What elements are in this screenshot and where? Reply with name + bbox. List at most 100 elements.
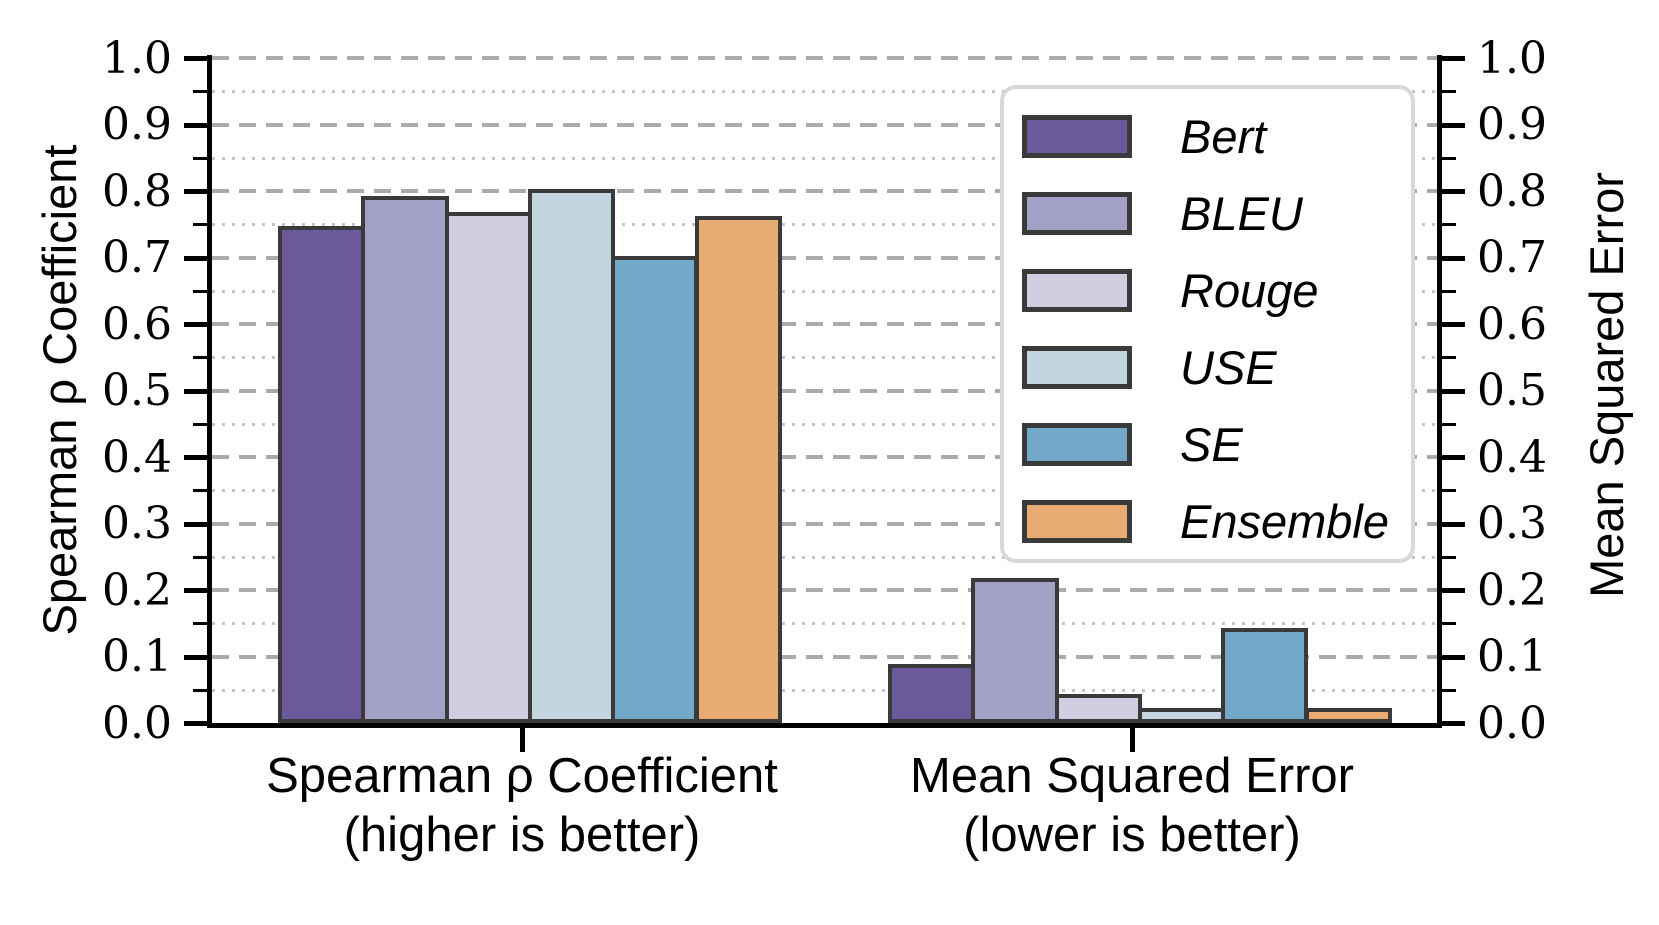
minor-gridline bbox=[212, 489, 1437, 493]
left-axis-tick-label: 0.5 bbox=[102, 365, 172, 416]
bottom-axis-spine bbox=[207, 723, 1442, 728]
legend-label: Ensemble bbox=[1180, 495, 1389, 548]
legend-swatch-use bbox=[1022, 346, 1132, 389]
bar-bleu-group1 bbox=[971, 578, 1059, 723]
major-gridline bbox=[212, 322, 1437, 326]
bar-ensemble-group0 bbox=[694, 216, 782, 723]
right-major-tick bbox=[1441, 255, 1465, 261]
minor-gridline bbox=[212, 422, 1437, 426]
legend-label: Bert bbox=[1180, 110, 1267, 163]
left-minor-tick bbox=[193, 489, 208, 493]
left-axis-tick-label: 0.2 bbox=[102, 564, 172, 616]
left-axis-tick-label: 0.9 bbox=[102, 99, 172, 150]
x-category-tick bbox=[519, 728, 525, 752]
legend-item-bleu: BLEU bbox=[1022, 175, 1411, 252]
legend-label: USE bbox=[1180, 341, 1277, 394]
left-axis-tick-label: 0.1 bbox=[102, 631, 172, 682]
bar-se-group1 bbox=[1221, 628, 1309, 723]
minor-gridline bbox=[212, 289, 1437, 293]
category-label-line1: Spearman ρ Coefficient bbox=[266, 749, 778, 803]
legend-label: SE bbox=[1180, 418, 1243, 471]
left-axis-tick-label: 0.8 bbox=[102, 165, 172, 217]
left-axis-tick-label: 1.0 bbox=[102, 32, 172, 84]
right-axis-tick-label: 0.4 bbox=[1477, 431, 1547, 483]
bar-rouge-group1 bbox=[1054, 694, 1142, 723]
bar-ensemble-group1 bbox=[1304, 708, 1392, 723]
left-axis-tick-label: 0.0 bbox=[102, 697, 172, 749]
right-major-tick bbox=[1441, 588, 1465, 593]
major-gridline bbox=[212, 56, 1437, 60]
right-major-tick bbox=[1441, 521, 1465, 527]
right-minor-tick bbox=[1441, 156, 1456, 160]
category-label-line1: Mean Squared Error bbox=[910, 749, 1354, 803]
right-major-tick bbox=[1441, 721, 1465, 726]
left-axis-tick-label: 0.6 bbox=[102, 298, 172, 350]
right-major-tick bbox=[1441, 654, 1465, 660]
legend-swatch-ensemble bbox=[1022, 500, 1132, 543]
left-major-tick bbox=[184, 122, 208, 128]
right-minor-tick bbox=[1441, 555, 1456, 559]
right-major-tick bbox=[1441, 122, 1465, 128]
category-label-spearman: Spearman ρ Coefficient (higher is better… bbox=[122, 747, 922, 865]
left-axis-tick-label: 0.4 bbox=[102, 431, 172, 483]
left-major-tick bbox=[184, 255, 208, 261]
major-gridline bbox=[212, 455, 1437, 459]
left-minor-tick bbox=[193, 156, 208, 160]
bar-se-group0 bbox=[611, 256, 699, 723]
left-minor-tick bbox=[193, 356, 208, 360]
bar-bleu-group0 bbox=[361, 196, 449, 723]
right-axis-tick-label: 0.5 bbox=[1477, 365, 1547, 416]
bar-rouge-group0 bbox=[444, 212, 532, 723]
left-minor-tick bbox=[193, 688, 208, 692]
left-major-tick bbox=[184, 654, 208, 660]
right-minor-tick bbox=[1441, 90, 1456, 94]
left-y-axis-title: Spearman ρ Coefficient bbox=[33, 144, 86, 636]
left-major-tick bbox=[184, 322, 208, 327]
minor-gridline bbox=[212, 688, 1437, 692]
legend-label: Rouge bbox=[1180, 264, 1319, 317]
right-major-tick bbox=[1441, 455, 1465, 460]
bar-bert-group1 bbox=[888, 664, 976, 723]
left-axis-spine bbox=[207, 55, 212, 728]
right-major-tick bbox=[1441, 189, 1465, 194]
right-axis-tick-label: 0.2 bbox=[1477, 564, 1547, 616]
legend-item-se: SE bbox=[1022, 406, 1411, 483]
minor-gridline bbox=[212, 90, 1437, 94]
right-axis-tick-label: 0.6 bbox=[1477, 298, 1547, 350]
major-gridline bbox=[212, 255, 1437, 260]
left-major-tick bbox=[184, 189, 208, 194]
left-minor-tick bbox=[193, 555, 208, 559]
right-major-tick bbox=[1441, 56, 1465, 61]
right-major-tick bbox=[1441, 322, 1465, 327]
right-axis-tick-label: 0.8 bbox=[1477, 165, 1547, 217]
left-major-tick bbox=[184, 388, 208, 394]
legend-label: BLEU bbox=[1180, 187, 1303, 240]
left-major-tick bbox=[184, 721, 208, 726]
major-gridline bbox=[212, 388, 1437, 393]
legend-swatch-bert bbox=[1022, 115, 1132, 158]
category-label-mse: Mean Squared Error (lower is better) bbox=[732, 747, 1532, 865]
major-gridline bbox=[212, 189, 1437, 193]
right-axis-tick-label: 0.0 bbox=[1477, 697, 1547, 749]
left-major-tick bbox=[184, 56, 208, 61]
legend-item-use: USE bbox=[1022, 329, 1411, 406]
plot-area bbox=[212, 56, 1437, 723]
left-major-tick bbox=[184, 588, 208, 593]
left-axis-tick-label: 0.7 bbox=[102, 232, 172, 283]
category-label-line2: (higher is better) bbox=[343, 808, 701, 862]
right-minor-tick bbox=[1441, 356, 1456, 360]
left-major-tick bbox=[184, 455, 208, 460]
right-minor-tick bbox=[1441, 289, 1456, 293]
right-minor-tick bbox=[1441, 422, 1456, 426]
category-label-line2: (lower is better) bbox=[963, 808, 1301, 862]
right-minor-tick bbox=[1441, 489, 1456, 493]
major-gridline bbox=[212, 654, 1437, 659]
legend-item-bert: Bert bbox=[1022, 98, 1411, 175]
left-axis-tick-label: 0.3 bbox=[102, 498, 172, 549]
minor-gridline bbox=[212, 622, 1437, 626]
major-gridline bbox=[212, 521, 1437, 526]
right-axis-tick-label: 0.1 bbox=[1477, 631, 1547, 682]
legend-item-ensemble: Ensemble bbox=[1022, 483, 1411, 560]
bar-use-group1 bbox=[1137, 708, 1226, 723]
